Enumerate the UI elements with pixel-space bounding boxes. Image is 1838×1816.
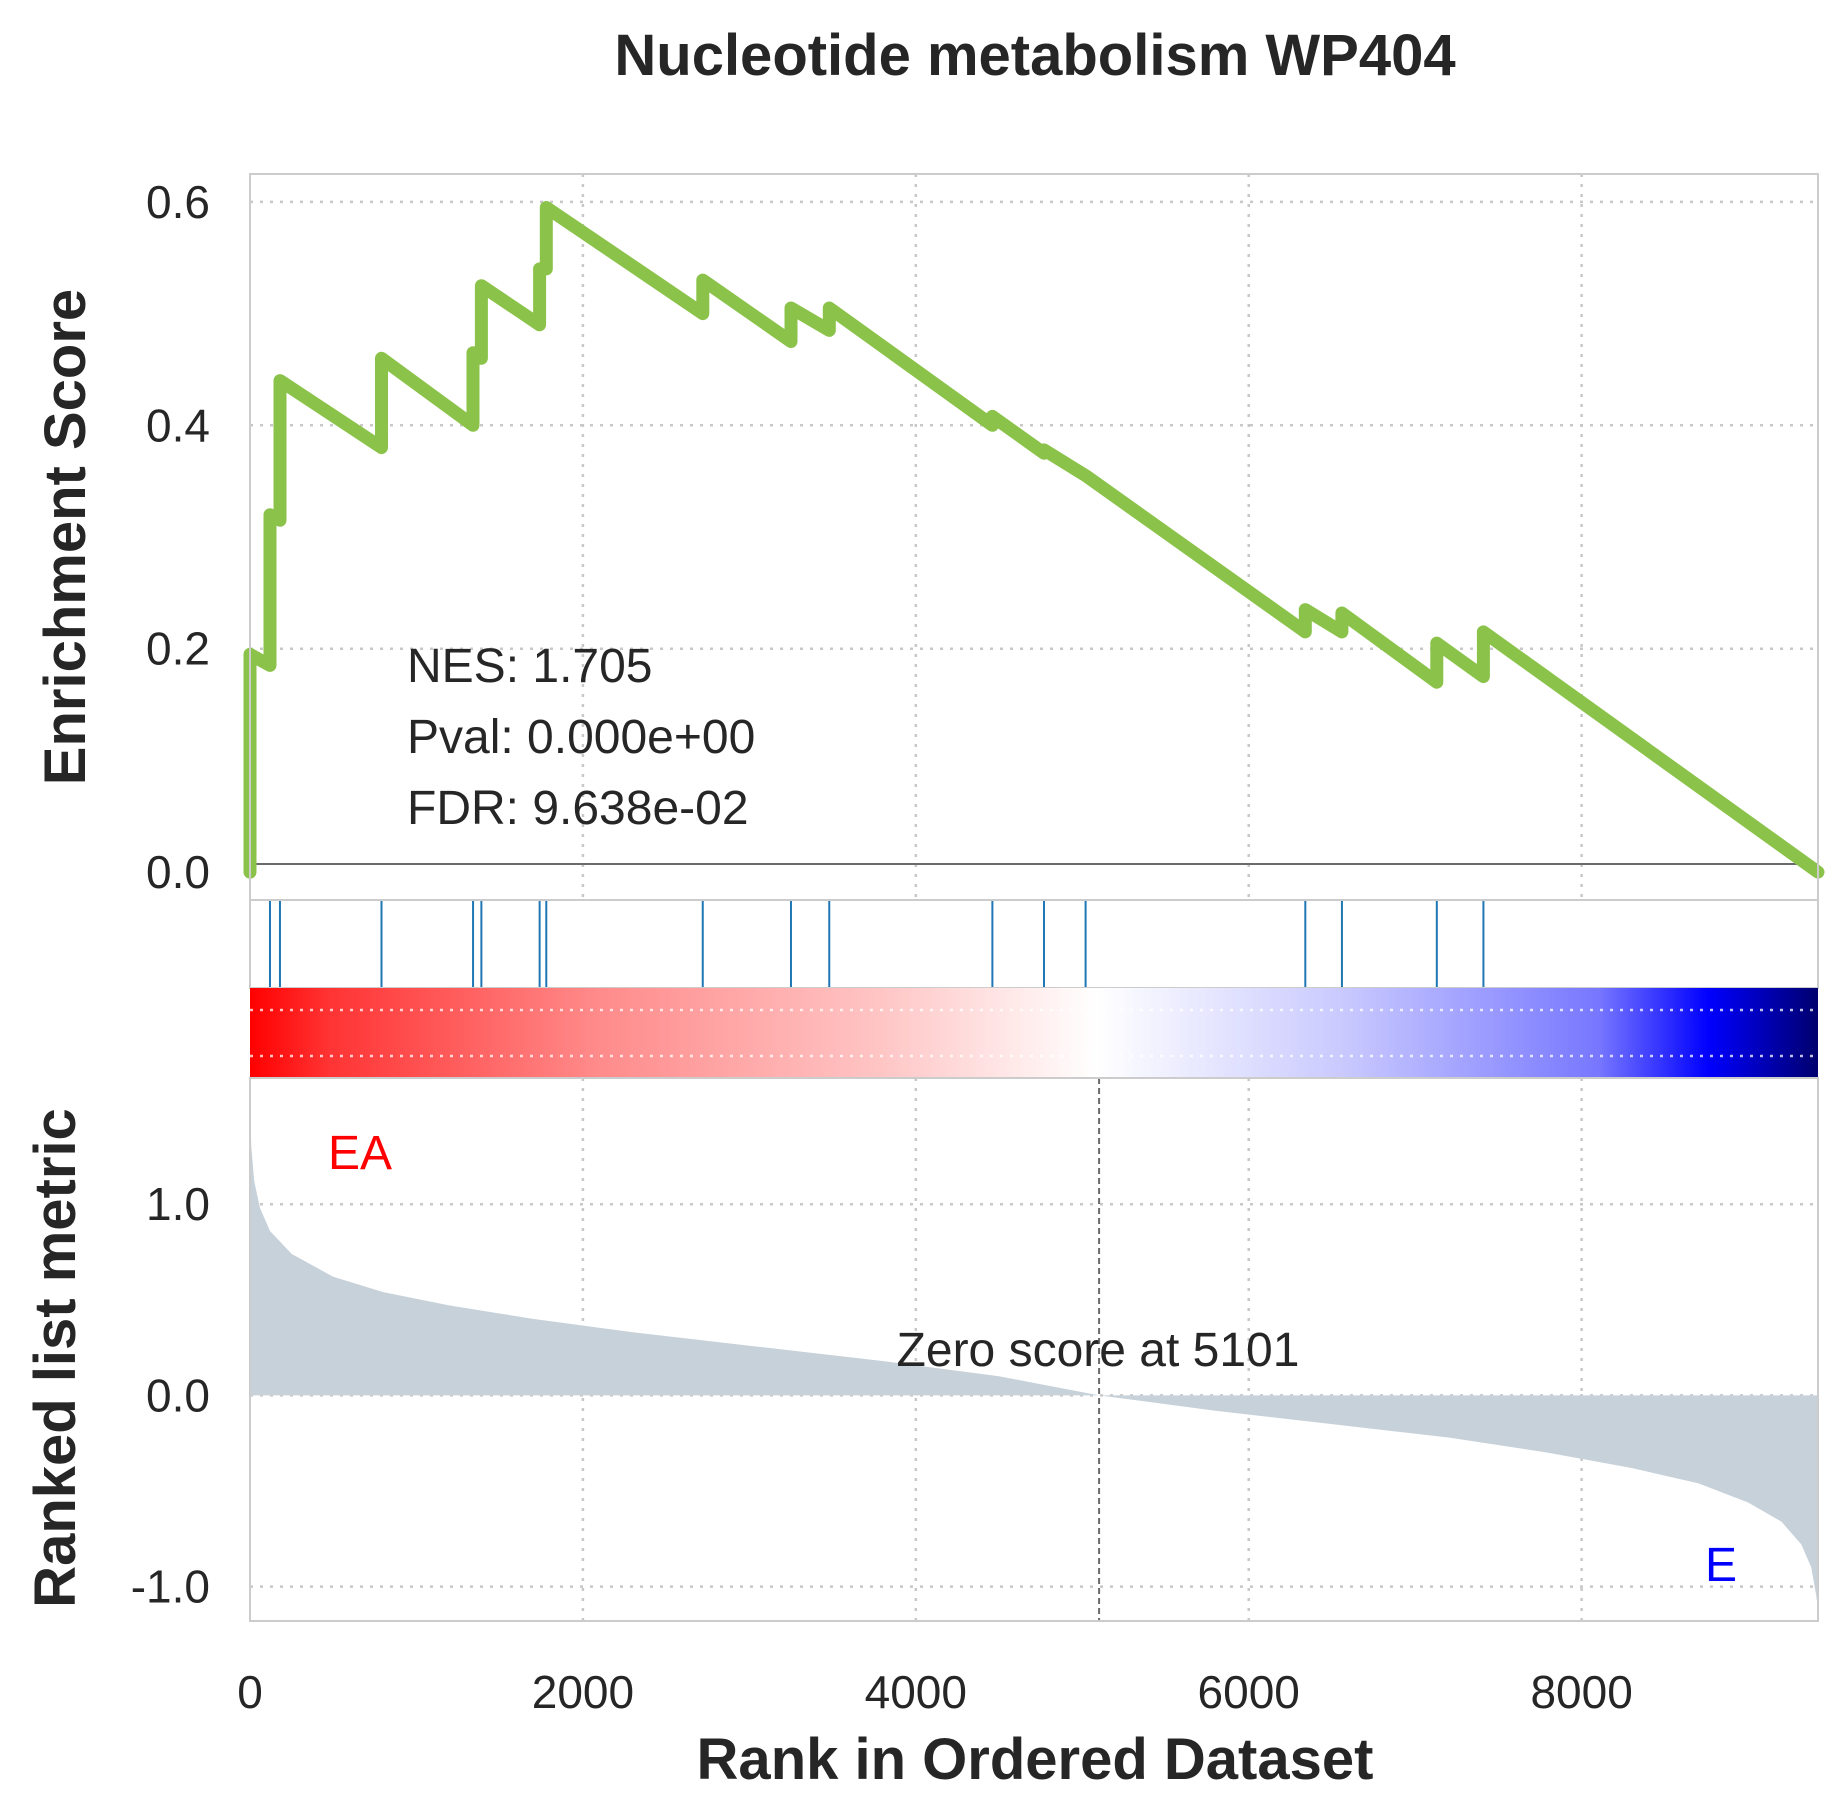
hits-frame: [249, 899, 1819, 989]
enrichment-y-tick-label: 0.2: [146, 623, 210, 675]
positive-phenotype-label: EA: [328, 1127, 392, 1180]
negative-phenotype-label: E: [1705, 1539, 1737, 1592]
ranked-y-ticks: 1.0 0.0 -1.0: [131, 1178, 210, 1612]
enrichment-y-tick-label: 0.0: [146, 846, 210, 898]
ranked-y-tick-label: 0.0: [146, 1369, 210, 1421]
ranked-y-tick-label: 1.0: [146, 1178, 210, 1230]
x-tick-label: 0: [237, 1666, 263, 1718]
rank-heatmap: [250, 988, 1818, 1078]
chart-title: Nucleotide metabolism WP404: [614, 23, 1455, 88]
enrichment-score-line: [243, 201, 1825, 879]
rank-color-bar: [250, 988, 1818, 1078]
enrichment-y-tick-label: 0.6: [146, 176, 210, 228]
x-tick-label: 2000: [532, 1666, 634, 1718]
x-axis-ticks: 0 2000 4000 6000 8000: [237, 1666, 1633, 1718]
ranked-y-tick-label: -1.0: [131, 1561, 210, 1613]
hits-panel: [249, 899, 1819, 989]
nes-stat: NES: 1.705: [407, 640, 652, 693]
x-tick-label: 4000: [865, 1666, 967, 1718]
x-tick-label: 6000: [1198, 1666, 1300, 1718]
zero-score-annotation: Zero score at 5101: [897, 1324, 1300, 1377]
pval-stat: Pval: 0.000e+00: [407, 711, 755, 764]
gene-hit-lines: [249, 900, 1485, 988]
fdr-stat: FDR: 9.638e-02: [407, 782, 749, 835]
enrichment-panel: 0.0 0.2 0.4 0.6 Enrichment Score NES: 1.705…: [33, 173, 1825, 901]
x-axis-label: Rank in Ordered Dataset: [697, 1727, 1374, 1792]
ranked-metric-area: [250, 1099, 1818, 1610]
ranked-metric-panel: 1.0 0.0 -1.0 Ranked list metric Zero score…: [23, 1077, 1819, 1622]
enrichment-gridlines: [250, 174, 1818, 900]
enrichment-y-tick-label: 0.4: [146, 399, 210, 451]
x-tick-label: 8000: [1530, 1666, 1632, 1718]
enrichment-y-label: Enrichment Score: [33, 289, 98, 785]
enrichment-y-ticks: 0.0 0.2 0.4 0.6: [146, 176, 210, 898]
ranked-frame: [249, 1077, 1819, 1622]
ranked-y-label: Ranked list metric: [23, 1108, 88, 1608]
